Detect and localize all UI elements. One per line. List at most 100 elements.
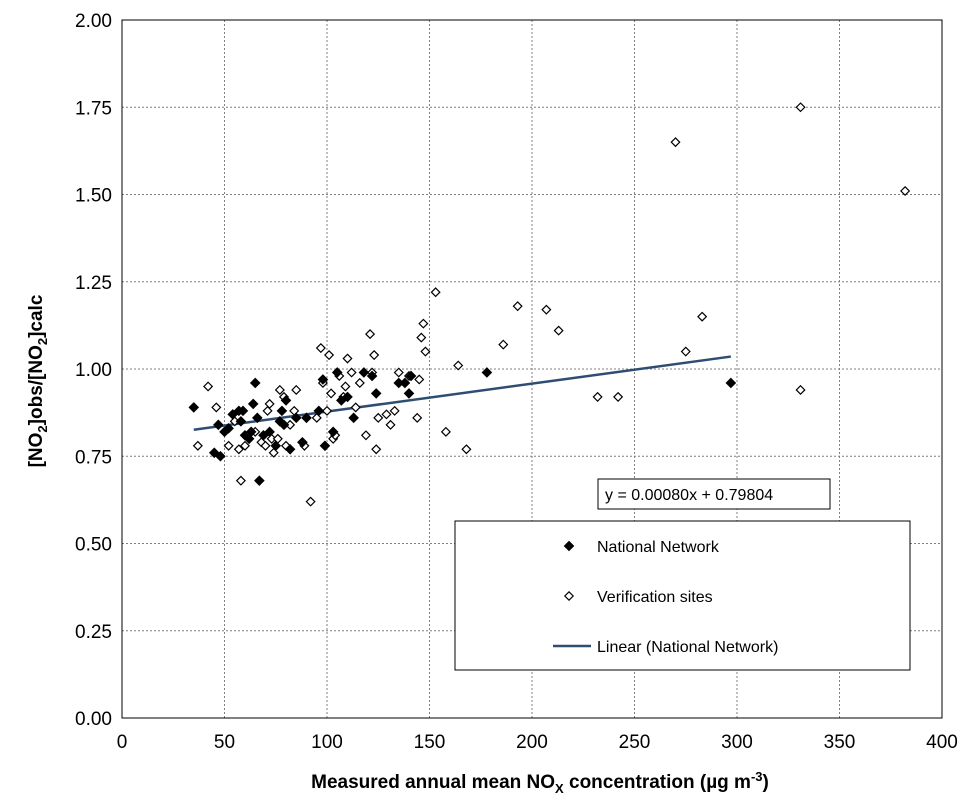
national-network-point <box>481 367 493 378</box>
verification-site-point <box>373 412 384 423</box>
verification-site-point <box>346 367 357 378</box>
verification-site-point <box>354 377 365 389</box>
national-network-point <box>331 367 343 378</box>
verification-site-point <box>365 329 376 340</box>
x-axis-tick-labels: 0 50 100 150 200 250 300 350 400 <box>117 732 958 753</box>
verification-site-point <box>389 405 400 416</box>
verification-site-point <box>260 440 271 451</box>
x-tick-label: 0 <box>117 732 128 753</box>
national-network-point <box>247 398 259 410</box>
national-network-point <box>249 377 261 389</box>
verification-site-point <box>350 402 361 413</box>
national-network-point <box>284 443 296 455</box>
legend-marker-filled-diamond <box>563 540 575 552</box>
verification-site-point <box>592 391 603 402</box>
y-tick-label: 1.75 <box>75 98 112 119</box>
legend-marker-open-diamond <box>563 590 575 602</box>
national-network-point <box>342 391 353 403</box>
verification-site-point <box>512 301 523 312</box>
national-network-point <box>348 412 359 424</box>
x-tick-label: 300 <box>721 732 753 753</box>
legend-label: National Network <box>597 539 720 556</box>
equation-box: y = 0.00080x + 0.79804 <box>597 478 831 510</box>
verification-site-point <box>360 430 371 441</box>
verification-site-point <box>453 360 464 371</box>
verification-site-point <box>274 384 285 395</box>
y-tick-label: 0.00 <box>75 709 112 730</box>
verification-site-point <box>418 318 429 329</box>
legend-items: National Network Verification sites Linear… <box>553 539 778 656</box>
verification-site-point <box>461 444 472 455</box>
verification-site-point <box>342 353 353 364</box>
national-network-point <box>237 405 249 417</box>
verification-site-point <box>233 444 244 455</box>
y-axis-title-part: ]calc <box>26 294 47 338</box>
legend-box <box>454 520 911 671</box>
national-network-point <box>215 450 226 462</box>
x-tick-label: 150 <box>414 732 446 753</box>
y-tick-label: 2.00 <box>75 11 112 32</box>
national-network-point <box>301 412 312 424</box>
national-network-point <box>327 426 339 438</box>
x-tick-label: 350 <box>824 732 856 753</box>
x-tick-label: 250 <box>619 732 651 753</box>
verification-site-point <box>264 398 275 409</box>
national-network-point <box>235 416 247 427</box>
national-network-point <box>251 412 263 424</box>
verification-site-point <box>291 384 302 395</box>
national-network-point <box>366 370 378 382</box>
x-tick-label: 200 <box>516 732 548 753</box>
verification-site-point <box>324 349 335 361</box>
x-tick-label: 100 <box>311 732 343 753</box>
national-network-point <box>254 475 265 486</box>
verification-site-point <box>340 381 351 392</box>
x-axis-title-part: ) <box>763 772 769 793</box>
trendline-equation: y = 0.00080x + 0.79804 <box>605 487 773 504</box>
plot-area-frame <box>121 19 943 719</box>
verification-site-point <box>203 381 214 392</box>
x-axis-title-superscript: -3 <box>751 769 763 784</box>
verification-site-point <box>420 346 431 357</box>
verification-site-point <box>670 137 681 148</box>
national-network-point <box>405 370 417 382</box>
verification-site-point <box>369 349 380 361</box>
verification-site-point <box>239 440 251 451</box>
national-network-point <box>276 405 288 417</box>
national-network-point <box>278 419 290 431</box>
verification-site-point <box>321 405 333 416</box>
national-network-point <box>370 388 382 399</box>
verification-site-point <box>381 409 392 420</box>
verification-site-point <box>305 496 316 507</box>
x-tick-label: 50 <box>214 732 235 753</box>
x-axis-title: Measured annual mean NOX concentration (… <box>311 769 769 796</box>
legend-label: Linear (National Network) <box>597 639 778 656</box>
national-network-point <box>317 374 329 385</box>
x-axis-title-part: Measured annual mean NO <box>311 772 555 793</box>
verification-site-point <box>326 388 337 399</box>
y-axis-title-subscript: 2 <box>35 338 50 345</box>
national-network-point <box>290 412 302 424</box>
verification-site-point <box>697 311 708 322</box>
data-points-layer <box>188 102 911 507</box>
legend-label: Verification sites <box>597 589 713 606</box>
national-network-point <box>245 426 257 438</box>
verification-site-point <box>414 374 425 385</box>
y-axis-title-part: ]obs/[NO <box>26 345 47 425</box>
national-network-point <box>313 405 325 417</box>
x-axis-title-part: concentration (µg m <box>564 772 751 793</box>
national-network-point <box>213 419 224 431</box>
verification-site-point <box>498 339 509 350</box>
x-tick-label: 400 <box>926 732 958 753</box>
verification-site-point <box>223 440 234 451</box>
verification-site-point <box>192 440 203 451</box>
verification-site-point <box>393 367 404 378</box>
verification-site-point <box>680 346 691 357</box>
y-axis-tick-labels: 0.00 0.25 0.50 0.75 1.00 1.25 1.50 1.75 2.00 <box>75 11 112 730</box>
national-network-point <box>725 377 737 389</box>
trendline-layer <box>193 355 732 431</box>
national-network-point <box>358 367 370 378</box>
national-network-point <box>223 423 234 434</box>
verification-site-point <box>613 391 624 402</box>
verification-site-point <box>235 475 246 486</box>
